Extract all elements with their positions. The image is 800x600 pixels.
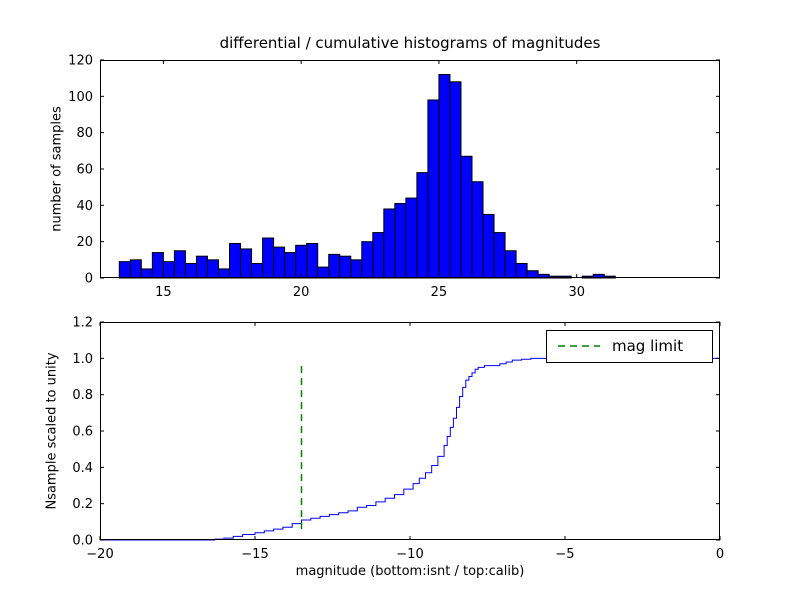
histogram-bar bbox=[317, 266, 330, 279]
legend-label-mag-limit: mag limit bbox=[612, 337, 684, 355]
y-tick-label: 40 bbox=[76, 199, 93, 214]
y-tick-label: 0.8 bbox=[72, 388, 93, 403]
histogram-bar bbox=[526, 270, 539, 279]
x-tick-label: −20 bbox=[86, 547, 113, 562]
cumulative-step-line bbox=[100, 357, 720, 541]
histogram-bar bbox=[449, 81, 462, 279]
histogram-bar bbox=[493, 232, 506, 279]
histogram-bar bbox=[184, 262, 197, 279]
histogram-bar bbox=[217, 268, 231, 279]
x-tick-label: 25 bbox=[431, 285, 448, 300]
histogram-bar bbox=[140, 268, 153, 279]
histogram-bar bbox=[350, 259, 363, 279]
histogram-bar bbox=[129, 259, 142, 279]
axes-frame bbox=[100, 322, 720, 540]
histogram-bar bbox=[240, 248, 253, 279]
histogram-bar bbox=[361, 241, 374, 279]
y-tick-label: 80 bbox=[76, 126, 93, 141]
histogram-bar bbox=[173, 250, 186, 279]
bottom-subplot: −20 −15 −10 −5 0 0.0 0.2 0.4 0.6 0.8 1.0 1.2 bbox=[72, 316, 724, 563]
x-tick-label: 20 bbox=[293, 285, 310, 300]
histogram-bar bbox=[515, 262, 528, 279]
x-tick-label: 15 bbox=[155, 285, 172, 300]
y-tick-label: 1.0 bbox=[72, 352, 93, 367]
histogram-bar bbox=[471, 181, 484, 279]
histogram-bar bbox=[438, 74, 451, 279]
y-tick-label: 120 bbox=[68, 54, 93, 69]
histogram-bar bbox=[416, 172, 429, 279]
x-tick-label: 0 bbox=[716, 547, 724, 562]
x-tick-label: −10 bbox=[396, 547, 423, 562]
top-y-axis-label: number of samples bbox=[49, 106, 65, 232]
histogram-bar bbox=[482, 213, 495, 279]
histogram-bar bbox=[504, 250, 517, 279]
x-tick-label: −15 bbox=[241, 547, 268, 562]
histogram-bar bbox=[295, 244, 308, 279]
y-tick-label: 20 bbox=[76, 235, 93, 250]
bottom-x-axis-label: magnitude (bottom:isnt / top:calib) bbox=[295, 564, 525, 579]
histogram-bar bbox=[273, 246, 286, 279]
y-tick-label: 60 bbox=[76, 163, 93, 178]
histogram-bar bbox=[339, 255, 352, 279]
histogram-bar bbox=[394, 203, 407, 279]
histogram-bar bbox=[262, 237, 275, 279]
y-tick-label: 0.6 bbox=[72, 425, 93, 440]
histogram-bar bbox=[405, 197, 418, 279]
histogram-bar bbox=[229, 242, 242, 279]
axes-frame bbox=[100, 60, 720, 278]
histogram-bar bbox=[427, 99, 440, 279]
histogram-bar bbox=[460, 155, 473, 279]
x-tick-label: 30 bbox=[568, 285, 585, 300]
y-tick-label: 0.2 bbox=[72, 497, 93, 512]
histogram-bar bbox=[328, 253, 341, 279]
y-tick-label: 0.0 bbox=[72, 534, 93, 549]
histogram-bar bbox=[251, 262, 264, 279]
top-subplot: 15 20 25 30 0 20 40 60 80 100 120 bbox=[68, 54, 720, 300]
histogram-bar bbox=[195, 255, 208, 279]
histogram-bar bbox=[383, 208, 396, 279]
y-tick-label: 100 bbox=[68, 90, 93, 105]
histogram-bar bbox=[372, 232, 385, 279]
y-tick-label: 1.2 bbox=[72, 316, 93, 331]
histogram-bar bbox=[118, 261, 131, 279]
chart-title: differential / cumulative histograms of … bbox=[219, 34, 601, 52]
histogram-bar bbox=[151, 252, 164, 279]
y-tick-label: 0 bbox=[85, 272, 93, 287]
y-tick-label: 0.4 bbox=[72, 461, 93, 476]
histogram-bar bbox=[206, 259, 219, 279]
x-tick-label: −5 bbox=[555, 547, 574, 562]
bottom-y-axis-label: Nsample scaled to unity bbox=[44, 352, 60, 510]
histogram-bar bbox=[306, 242, 319, 279]
histogram-bar bbox=[162, 261, 175, 279]
histogram-bar bbox=[284, 252, 297, 279]
